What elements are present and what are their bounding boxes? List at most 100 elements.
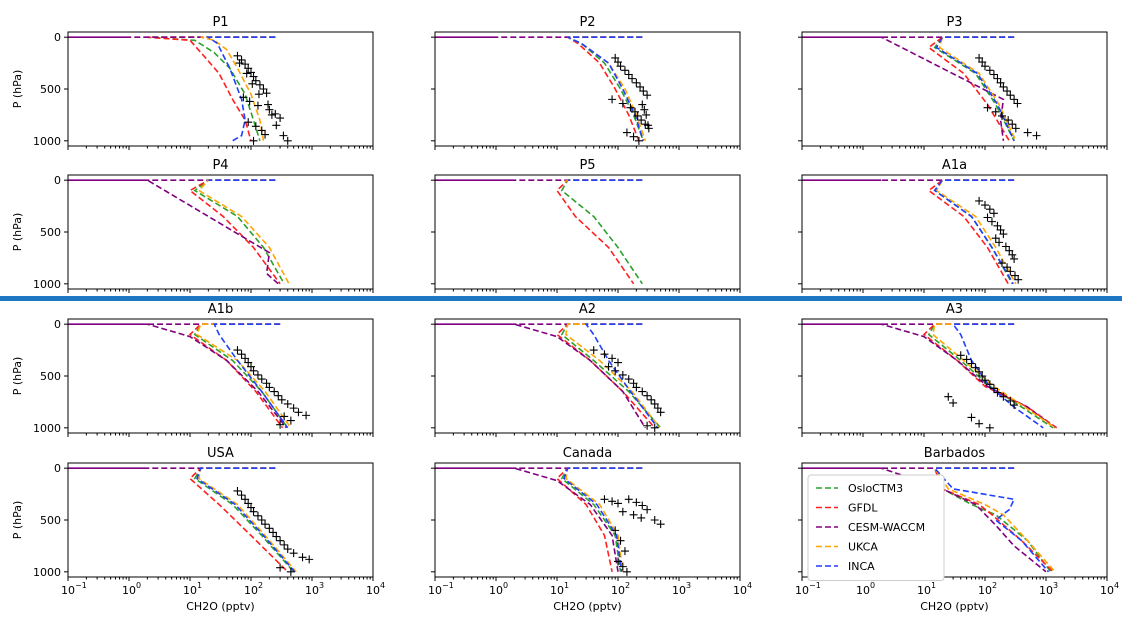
observations-group — [233, 346, 311, 429]
observation-marker — [650, 399, 659, 408]
observation-marker — [1005, 246, 1014, 255]
observation-marker — [608, 354, 617, 363]
observation-marker — [253, 370, 262, 379]
observation-marker — [1006, 91, 1015, 100]
observation-marker — [289, 549, 298, 558]
observation-marker — [643, 91, 652, 100]
observation-marker — [600, 495, 609, 504]
observation-marker — [999, 392, 1008, 401]
panel-frame — [801, 174, 1108, 290]
x-tick-exponent: −1 — [75, 581, 87, 590]
x-tick-label: 10 — [1039, 584, 1053, 597]
observation-marker — [638, 100, 647, 109]
x-tick-label: 10 — [122, 584, 136, 597]
observation-marker — [983, 213, 992, 222]
observation-marker — [620, 66, 629, 75]
observation-marker — [277, 395, 286, 404]
panel-frame — [67, 318, 374, 434]
observation-marker — [283, 136, 292, 145]
observation-marker — [289, 404, 298, 413]
y-tick-label: 0 — [54, 318, 61, 331]
observation-marker — [643, 505, 652, 514]
series-cesm-waccm — [68, 323, 288, 429]
panel-title: P4 — [212, 158, 228, 173]
x-tick-label: 10 — [183, 584, 197, 597]
observation-marker — [237, 491, 246, 500]
observation-marker — [1032, 131, 1041, 140]
observation-marker — [978, 372, 987, 380]
y-tick-label: 500 — [40, 226, 61, 239]
y-tick-label: 1000 — [33, 566, 61, 579]
observation-marker — [274, 391, 283, 400]
observation-marker — [254, 90, 263, 99]
legend-label-osloctm3: OsloCTM3 — [848, 482, 903, 495]
series-gfdl — [188, 323, 284, 429]
y-tick-label: 0 — [54, 31, 61, 44]
observations-group — [608, 53, 653, 145]
observation-marker — [991, 107, 1000, 116]
panel-p4: P4 0 500 1000 P (hPa) — [11, 158, 374, 293]
observation-marker — [244, 64, 253, 73]
panel-title: USA — [207, 446, 234, 461]
panel-frame — [434, 31, 741, 147]
panel-frame — [67, 462, 374, 578]
observation-marker — [604, 362, 613, 371]
x-axis-label: CH2O (pptv) — [553, 600, 621, 613]
observation-marker — [269, 528, 278, 537]
panel-p3: P3 — [798, 15, 1108, 150]
observation-marker — [233, 51, 242, 60]
observation-marker — [298, 553, 307, 562]
observations-group — [944, 351, 1019, 432]
observation-marker — [956, 351, 965, 360]
panel-frame — [67, 174, 374, 290]
observation-marker — [981, 376, 989, 385]
observation-marker — [632, 383, 641, 392]
observation-marker — [265, 524, 274, 533]
series-group — [68, 323, 292, 429]
observation-marker — [656, 408, 665, 417]
observation-marker — [276, 420, 285, 429]
observation-marker — [302, 411, 311, 420]
observation-marker — [993, 388, 1002, 397]
observation-marker — [981, 201, 989, 210]
observation-marker — [262, 379, 271, 388]
x-tick-label: 10 — [917, 584, 931, 597]
series-group — [68, 467, 297, 573]
observation-marker — [1010, 254, 1019, 263]
x-tick-label: 10 — [856, 584, 870, 597]
x-tick-exponent: −1 — [809, 581, 821, 590]
y-tick-label: 0 — [54, 462, 61, 475]
observation-marker — [255, 80, 264, 89]
observation-marker — [270, 387, 279, 396]
observation-marker — [643, 121, 652, 130]
observation-marker — [631, 107, 640, 116]
x-tick-exponent: −1 — [442, 581, 454, 590]
series-ukca — [933, 467, 1056, 573]
x-axis-label: CH2O (pptv) — [920, 600, 988, 613]
observation-marker — [1003, 87, 1012, 96]
observation-marker — [650, 423, 659, 432]
observation-marker — [647, 395, 656, 404]
observation-marker — [999, 82, 1008, 91]
series-ukca — [938, 36, 1017, 142]
observation-marker — [624, 495, 633, 504]
observation-marker — [249, 366, 258, 375]
panel-p2: P2 — [431, 15, 741, 150]
observation-marker — [247, 362, 255, 371]
observation-marker — [249, 72, 258, 81]
panel-title: A2 — [579, 302, 596, 317]
observation-marker — [242, 69, 251, 78]
panel-frame — [434, 462, 741, 578]
observation-marker — [634, 136, 643, 145]
observation-marker — [629, 132, 638, 141]
observation-marker — [1006, 267, 1015, 276]
observation-marker — [233, 346, 242, 355]
observation-marker — [616, 62, 625, 71]
panel-a1a: A1a — [798, 158, 1108, 293]
panel-frame — [434, 318, 741, 434]
observation-marker — [993, 221, 1002, 230]
x-tick-label: 10 — [672, 584, 686, 597]
panel-a2: A2 — [431, 302, 741, 437]
legend-label-gfdl: GFDL — [848, 502, 878, 515]
